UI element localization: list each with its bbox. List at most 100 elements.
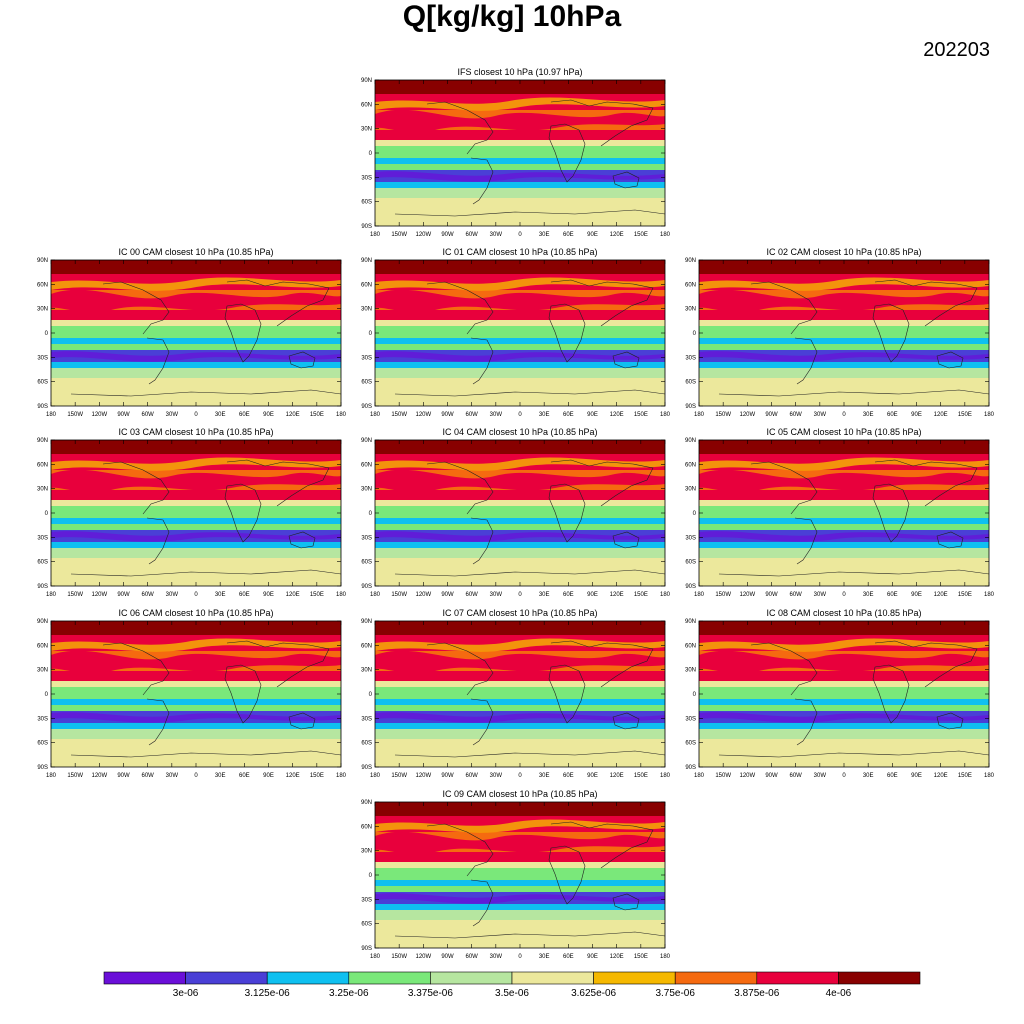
lon-tick-label: 30W	[814, 412, 827, 418]
lon-tick-label: 180	[370, 592, 381, 598]
field-band	[699, 705, 989, 711]
lon-tick-label: 150E	[958, 773, 972, 779]
field-streak	[699, 289, 989, 312]
lon-tick-label: 150E	[634, 773, 648, 779]
lon-tick-label: 60E	[239, 773, 250, 779]
map-panel-ic02: IC 02 CAM closest 10 hPa (10.85 hPa) 90N 6…	[685, 247, 995, 418]
coastline	[146, 517, 170, 565]
lon-tick-label: 60W	[465, 232, 478, 238]
coastline	[470, 337, 494, 385]
field-band	[699, 506, 989, 518]
field-band	[375, 699, 665, 705]
field-band	[375, 542, 665, 548]
lat-tick-label: 30S	[685, 535, 696, 541]
lon-tick-label: 30E	[215, 773, 226, 779]
map-field	[51, 621, 341, 767]
panel-title: IC 07 CAM closest 10 hPa (10.85 hPa)	[442, 608, 597, 618]
field-streak	[375, 457, 665, 471]
coastline	[102, 281, 170, 335]
coastline	[872, 664, 910, 724]
lon-tick-label: 60E	[563, 412, 574, 418]
field-band	[51, 368, 341, 378]
coastline	[794, 517, 818, 565]
map-panel-ic08: IC 08 CAM closest 10 hPa (10.85 hPa) 90N 6…	[685, 608, 995, 779]
coastline	[936, 712, 964, 730]
coastline	[470, 157, 494, 205]
lon-tick-label: 180	[336, 773, 347, 779]
field-band	[51, 681, 341, 687]
field-band	[51, 671, 341, 681]
colorbar-swatch	[756, 971, 839, 985]
field-streak	[699, 351, 989, 362]
lon-tick-label: 90E	[263, 412, 274, 418]
lon-tick-label: 60W	[465, 954, 478, 960]
lat-tick-label: 30S	[37, 716, 48, 722]
field-band	[699, 320, 989, 326]
lat-tick-label: 60S	[37, 560, 48, 566]
colorbar-swatch	[430, 971, 513, 985]
lon-tick-label: 30E	[215, 592, 226, 598]
lat-tick-label: 0	[369, 151, 373, 157]
lon-tick-label: 0	[518, 232, 522, 238]
lon-tick-label: 180	[46, 592, 57, 598]
lon-tick-label: 30E	[863, 773, 874, 779]
field-streak	[375, 893, 665, 904]
field-band	[699, 326, 989, 338]
field-band	[699, 681, 989, 687]
lon-tick-label: 150W	[391, 954, 407, 960]
lon-tick-label: 90W	[441, 232, 454, 238]
lon-tick-label: 0	[194, 592, 198, 598]
field-streak	[51, 351, 341, 362]
field-streak	[699, 457, 989, 471]
field-streak	[375, 171, 665, 182]
coastline	[394, 750, 665, 758]
lon-tick-label: 150E	[310, 773, 324, 779]
map-panel-ic07: IC 07 CAM closest 10 hPa (10.85 hPa) 90N 6…	[361, 608, 671, 779]
lon-tick-label: 150W	[67, 412, 83, 418]
lon-tick-label: 60E	[563, 954, 574, 960]
lat-tick-label: 90S	[37, 584, 48, 590]
panel-title: IC 03 CAM closest 10 hPa (10.85 hPa)	[118, 427, 273, 437]
map-field	[699, 260, 989, 406]
lon-tick-label: 90E	[587, 412, 598, 418]
coastline	[226, 640, 330, 688]
field-band	[375, 671, 665, 681]
coastline	[426, 281, 494, 335]
map-field	[699, 440, 989, 586]
coastline	[872, 483, 910, 543]
lat-tick-label: 60S	[361, 741, 372, 747]
lon-tick-label: 180	[336, 412, 347, 418]
field-band	[375, 852, 665, 862]
coastline	[550, 279, 654, 327]
lon-tick-label: 60E	[239, 412, 250, 418]
coastline	[426, 101, 494, 155]
lat-tick-label: 60S	[361, 922, 372, 928]
colorbar: 3e-06 3.125e-06 3.25e-06 3.375e-06 3.5e-06 3.…	[103, 971, 921, 999]
field-band	[699, 368, 989, 378]
coastline	[394, 931, 665, 939]
coastline	[146, 337, 170, 385]
field-band	[375, 490, 665, 500]
field-streak	[375, 277, 665, 291]
colorbar-label: 3.125e-06	[245, 988, 290, 999]
field-streak	[51, 650, 341, 673]
coastline	[70, 750, 341, 758]
field-band	[699, 518, 989, 524]
panel-title: IC 06 CAM closest 10 hPa (10.85 hPa)	[118, 608, 273, 618]
coastline	[70, 569, 341, 577]
lat-tick-label: 60S	[37, 380, 48, 386]
lat-tick-label: 30S	[37, 355, 48, 361]
lat-tick-label: 90S	[37, 404, 48, 410]
lon-tick-label: 30E	[215, 412, 226, 418]
lon-tick-label: 60W	[465, 412, 478, 418]
lon-tick-label: 90W	[441, 592, 454, 598]
field-band	[699, 310, 989, 320]
lon-tick-label: 120W	[415, 592, 431, 598]
coastline	[426, 461, 494, 515]
map-field	[375, 80, 665, 226]
field-streak	[375, 351, 665, 362]
lon-tick-label: 120E	[610, 954, 624, 960]
field-streak	[699, 277, 989, 291]
coastline	[548, 483, 586, 543]
